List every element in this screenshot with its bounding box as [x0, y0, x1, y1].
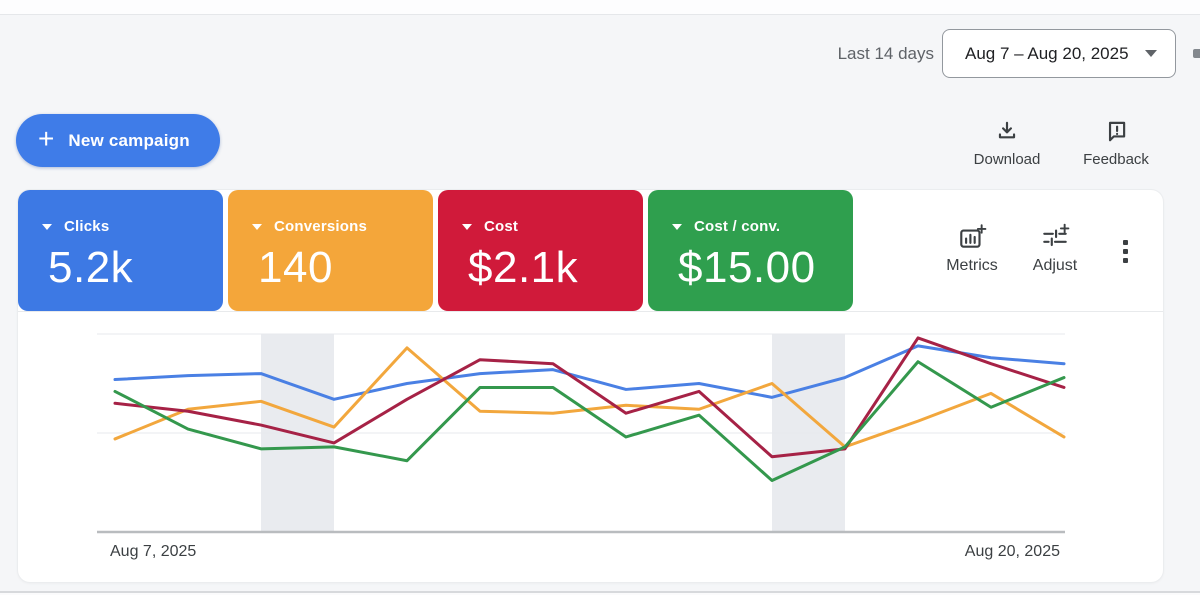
chart-canvas [97, 333, 1066, 534]
caret-down-icon [42, 223, 52, 230]
caret-down-icon [252, 223, 262, 230]
metrics-button[interactable]: Metrics [934, 223, 1010, 275]
scorecard-value: $15.00 [678, 243, 816, 292]
clipped-edge-icon [1193, 49, 1200, 58]
scorecard-value: 5.2k [48, 243, 134, 292]
scorecard-value: $2.1k [468, 243, 579, 292]
series-line-clicks [113, 344, 1066, 401]
download-button[interactable]: Download [964, 118, 1050, 168]
x-axis-end-label: Aug 20, 2025 [964, 543, 1060, 560]
date-range-selector[interactable]: Aug 7 – Aug 20, 2025 [942, 29, 1176, 78]
next-section-edge [0, 591, 1200, 593]
next-section-surface [0, 593, 1200, 595]
kebab-menu-icon[interactable] [1114, 235, 1136, 267]
scorecard-conversions[interactable]: Conversions 140 [228, 190, 433, 311]
series-line-conversions [113, 346, 1066, 449]
date-range-preset-label: Last 14 days [837, 43, 934, 63]
scorecard-cost[interactable]: Cost $2.1k [438, 190, 643, 311]
header-divider [0, 14, 1200, 15]
new-campaign-button[interactable]: + New campaign [16, 114, 220, 167]
series-line-cost-conv [113, 360, 1066, 483]
series-line-cost [113, 336, 1066, 459]
scorecard-value: 140 [258, 243, 333, 292]
feedback-icon [1103, 118, 1129, 147]
caret-down-icon [1145, 50, 1157, 57]
adjust-button[interactable]: Adjust [1017, 223, 1093, 275]
plus-icon: + [38, 123, 55, 154]
metrics-add-icon [957, 223, 987, 254]
top-strip [0, 0, 1200, 14]
date-range-value: Aug 7 – Aug 20, 2025 [965, 43, 1129, 63]
caret-down-icon [462, 223, 472, 230]
scorecard-clicks[interactable]: Clicks 5.2k [18, 190, 223, 311]
caret-down-icon [672, 223, 682, 230]
scorecard-cost-per-conv[interactable]: Cost / conv. $15.00 [648, 190, 853, 311]
feedback-button[interactable]: Feedback [1073, 118, 1159, 168]
x-axis-start-label: Aug 7, 2025 [110, 543, 197, 560]
cards-chart-divider [18, 311, 1163, 312]
adjust-sliders-icon [1040, 223, 1070, 254]
download-icon [994, 118, 1020, 147]
timeseries-chart: Aug 7, 2025 Aug 20, 2025 [18, 311, 1163, 582]
overview-chart-card: Clicks 5.2k Conversions 140 Cost $2.1k C… [18, 190, 1163, 582]
